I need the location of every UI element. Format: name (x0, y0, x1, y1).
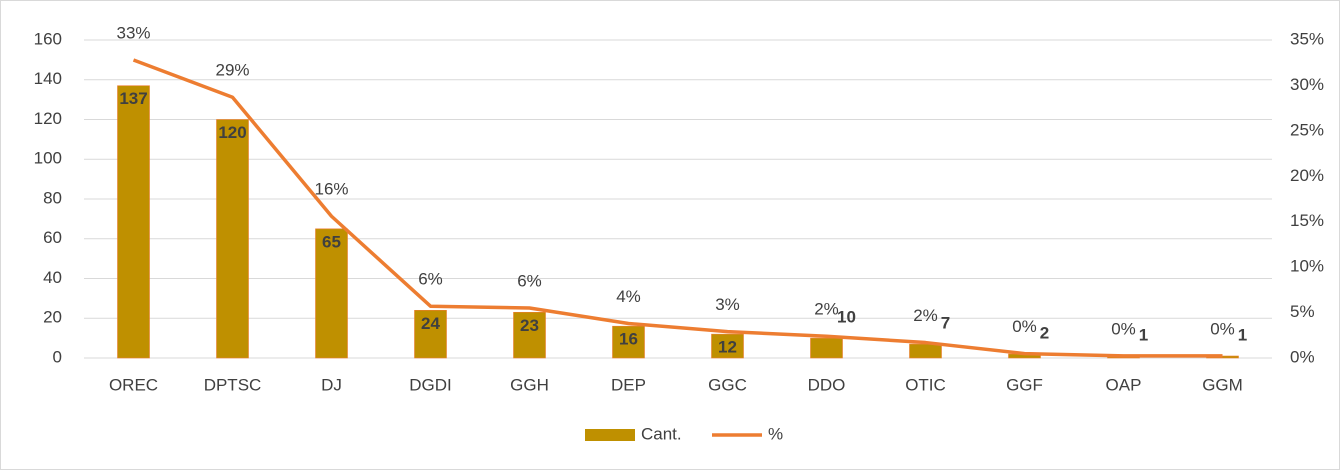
bar (117, 85, 150, 359)
line-value-label: 2% (913, 306, 938, 325)
y-tick-label: 120 (34, 109, 62, 128)
y-tick-label: 100 (34, 149, 62, 168)
line-value-label: 6% (418, 270, 443, 289)
bar (414, 309, 447, 359)
bar-value-label: 12 (718, 338, 737, 357)
x-tick-label: GGC (708, 375, 747, 394)
y-tick-label: 160 (34, 29, 62, 48)
bar (711, 333, 744, 359)
line-series (132, 58, 1223, 358)
x-tick-label: DGDI (409, 375, 452, 394)
y2-tick-label: 20% (1290, 166, 1324, 185)
bar-value-label: 120 (218, 123, 246, 142)
bar-value-label: 137 (119, 89, 147, 108)
x-tick-label: GGF (1006, 375, 1043, 394)
line-value-label: 33% (116, 23, 150, 42)
bar-value-label: 16 (619, 330, 638, 349)
line-value-label: 0% (1210, 319, 1235, 338)
x-tick-label: DDO (808, 375, 846, 394)
bar (612, 325, 645, 359)
y2-tick-label: 25% (1290, 120, 1324, 139)
bar-value-label: 1 (1238, 325, 1247, 344)
line-value-label: 2% (814, 300, 839, 319)
legend-swatch (585, 429, 635, 441)
bar-value-label: 1 (1139, 325, 1148, 344)
x-tick-label: GGH (510, 375, 549, 394)
y2-tick-label: 5% (1290, 302, 1315, 321)
bar (810, 337, 843, 359)
bar-value-label: 23 (520, 316, 539, 335)
bar-value-label: 24 (421, 314, 440, 333)
x-tick-label: GGM (1202, 375, 1243, 394)
bar-value-label: 65 (322, 232, 341, 251)
bar (909, 343, 942, 359)
line-value-label: 6% (517, 272, 542, 291)
line-value-label: 4% (616, 287, 641, 306)
y2-tick-label: 15% (1290, 211, 1324, 230)
y-tick-label: 40 (43, 268, 62, 287)
x-tick-label: DJ (321, 375, 342, 394)
y-tick-label: 20 (43, 308, 62, 327)
y2-tick-label: 30% (1290, 75, 1324, 94)
y-tick-label: 60 (43, 228, 62, 247)
bar-value-label: 2 (1040, 324, 1049, 343)
line-value-label: 29% (215, 61, 249, 80)
y-tick-label: 0 (53, 347, 62, 366)
legend-label: % (768, 424, 783, 443)
line-value-label: 3% (715, 295, 740, 314)
x-tick-label: OAP (1106, 375, 1142, 394)
legend-label: Cant. (641, 424, 682, 443)
line-value-label: 0% (1012, 317, 1037, 336)
bar (216, 119, 249, 359)
y2-tick-label: 10% (1290, 257, 1324, 276)
y2-tick-label: 35% (1290, 29, 1324, 48)
bar (315, 228, 348, 359)
y-tick-label: 80 (43, 188, 62, 207)
x-tick-label: OREC (109, 375, 158, 394)
line-value-label: 16% (314, 180, 348, 199)
x-tick-label: DEP (611, 375, 646, 394)
y2-tick-label: 0% (1290, 347, 1315, 366)
bar (513, 311, 546, 359)
bar-value-label: 7 (941, 314, 950, 333)
y-tick-label: 140 (34, 69, 62, 88)
bar-value-label: 10 (837, 308, 856, 327)
x-tick-label: DPTSC (204, 375, 262, 394)
x-tick-label: OTIC (905, 375, 946, 394)
line-value-label: 0% (1111, 319, 1136, 338)
